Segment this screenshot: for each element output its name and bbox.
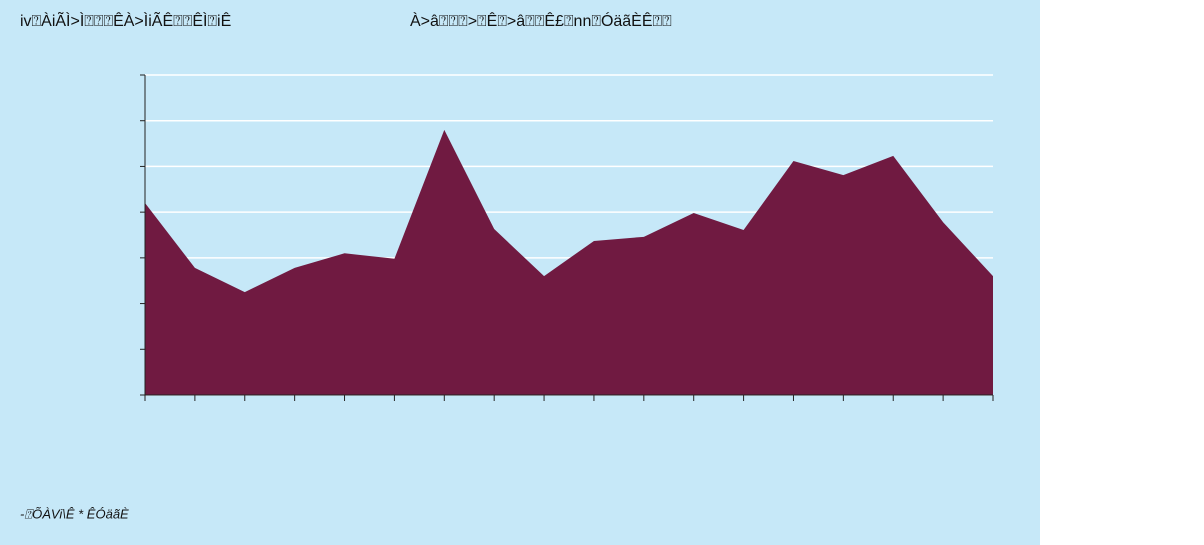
chart-subtitle: À>â⍰⍰⍰>⍰Ê⍰>â⍰⍰Ê£⍰nn⍰ÓäãÈÊ⍰⍰ [410, 11, 672, 30]
chart-title: iv⍰ÀiÃÌ>Ì⍰⍰⍰ÊÀ>ÌiÃÊ⍰⍰ÊÌ⍰iÊ [20, 10, 231, 30]
area [145, 129, 993, 395]
source-note: -⍰ÕÀVi\Ê * ÊÓäãÈ [20, 506, 129, 521]
